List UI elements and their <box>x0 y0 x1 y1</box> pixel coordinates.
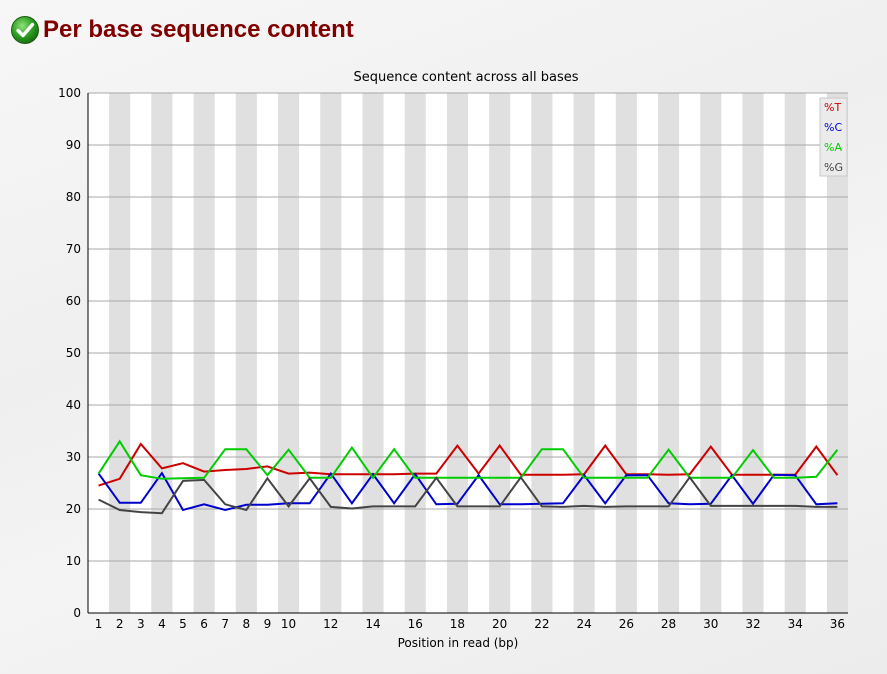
axes <box>87 93 848 614</box>
legend-entry: %A <box>824 141 842 154</box>
x-tick-label: 36 <box>830 617 845 631</box>
y-tick-label: 0 <box>73 606 81 620</box>
x-tick-label: 34 <box>788 617 803 631</box>
x-tick-label: 1 <box>95 617 103 631</box>
x-axis-label: Position in read (bp) <box>398 636 519 650</box>
x-tick-label: 16 <box>408 617 423 631</box>
x-tick-label: 7 <box>221 617 229 631</box>
x-tick-label: 18 <box>450 617 465 631</box>
legend-entry: %T <box>824 101 841 114</box>
y-tick-label: 20 <box>66 502 81 516</box>
x-tick-label: 12 <box>323 617 338 631</box>
y-tick-label: 70 <box>66 242 81 256</box>
y-tick-label: 50 <box>66 346 81 360</box>
series-line-pct-g <box>98 475 838 515</box>
report-header: Per base sequence content <box>10 10 354 50</box>
check-icon <box>11 16 39 44</box>
x-tick-label: 5 <box>179 617 187 631</box>
x-axis-tick-labels: 1 2 3 4 5 6 7 8 9 10 12 14 16 18 20 22 24 26 28 30 32 34 36 <box>95 617 845 631</box>
x-tick-label: 28 <box>661 617 676 631</box>
x-tick-label: 6 <box>200 617 208 631</box>
series-line-pct-c <box>97 471 838 512</box>
legend-box <box>819 97 848 177</box>
chart-legend: %T %C %A %G <box>819 97 848 177</box>
x-tick-label: 20 <box>492 617 507 631</box>
x-tick-label: 14 <box>365 617 380 631</box>
horizontal-gridlines <box>88 92 848 562</box>
y-tick-label: 30 <box>66 450 81 464</box>
legend-entry: %C <box>824 121 842 134</box>
x-tick-label: 26 <box>619 617 634 631</box>
x-tick-label: 10 <box>281 617 296 631</box>
x-tick-label: 30 <box>703 617 718 631</box>
x-tick-label: 9 <box>264 617 272 631</box>
x-tick-label: 4 <box>158 617 166 631</box>
x-tick-label: 32 <box>745 617 760 631</box>
series-line-pct-a <box>97 439 839 480</box>
legend-entry: %G <box>824 161 843 174</box>
x-tick-label: 22 <box>534 617 549 631</box>
page-title: Per base sequence content <box>43 16 354 43</box>
y-tick-label: 10 <box>66 554 81 568</box>
series-line-pct-t <box>98 442 839 487</box>
y-tick-label: 40 <box>66 398 81 412</box>
x-tick-label: 24 <box>576 617 591 631</box>
x-tick-label: 3 <box>137 617 145 631</box>
y-axis-tick-labels: 0 10 20 30 40 50 60 70 80 90 100 <box>58 86 81 620</box>
y-tick-label: 60 <box>66 294 81 308</box>
y-tick-label: 80 <box>66 190 81 204</box>
series-lines <box>97 439 839 515</box>
y-tick-label: 100 <box>58 86 81 100</box>
chart-title: Sequence content across all bases <box>353 70 578 85</box>
x-tick-label: 2 <box>116 617 124 631</box>
x-tick-label: 8 <box>243 617 251 631</box>
y-tick-label: 90 <box>66 138 81 152</box>
